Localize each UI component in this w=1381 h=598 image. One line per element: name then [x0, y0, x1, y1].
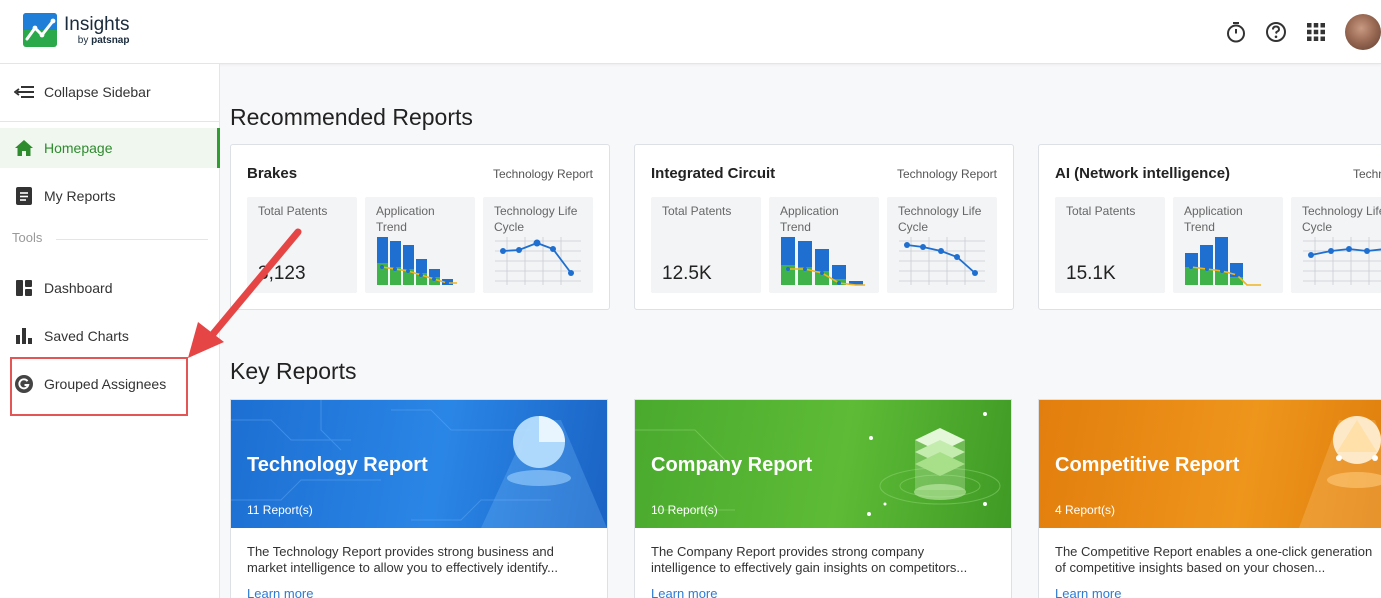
report-type: Technology Report — [897, 167, 997, 181]
key-card-count: 4 Report(s) — [1055, 503, 1115, 517]
key-card-title: Technology Report — [247, 454, 428, 477]
collapse-icon — [14, 82, 34, 102]
help-icon[interactable] — [1265, 21, 1287, 43]
recommended-reports-title: Recommended Reports — [230, 104, 473, 131]
application-trend-thumbnail — [779, 235, 869, 287]
app-subtitle: by patsnap — [64, 36, 129, 46]
life-cycle-thumbnail — [897, 235, 987, 287]
document-icon — [14, 186, 34, 206]
top-header: Insights by patsnap — [0, 0, 1381, 64]
home-icon — [14, 138, 34, 158]
app-title: Insights — [64, 15, 129, 34]
report-name: Brakes — [247, 165, 297, 182]
sidebar-item-homepage[interactable]: Homepage — [0, 128, 220, 168]
application-trend-tile: Application Trend — [365, 197, 475, 293]
sidebar-item-label: Homepage — [44, 140, 113, 156]
key-card-company-report[interactable]: Company Report 10 Report(s) The Company … — [634, 399, 1012, 598]
key-card-description: The Company Report provides strong compa… — [651, 544, 1001, 576]
key-reports-title: Key Reports — [230, 358, 357, 385]
collapse-sidebar-label: Collapse Sidebar — [44, 84, 151, 100]
technology-life-cycle-tile: Technology Life Cycle — [483, 197, 593, 293]
technology-life-cycle-tile: Technology Life Cycle — [1291, 197, 1381, 293]
key-card-title: Company Report — [651, 454, 812, 477]
sidebar: Collapse Sidebar Homepage My Reports Too… — [0, 64, 220, 598]
sidebar-item-saved-charts[interactable]: Saved Charts — [0, 316, 220, 356]
technology-life-cycle-tile: Technology Life Cycle — [887, 197, 997, 293]
collapse-sidebar-button[interactable]: Collapse Sidebar — [0, 70, 220, 114]
company-report-banner: Company Report 10 Report(s) — [635, 400, 1011, 528]
learn-more-link[interactable]: Learn more — [651, 586, 717, 598]
key-card-technology-report[interactable]: Technology Report 11 Report(s) The Techn… — [230, 399, 608, 598]
key-card-count: 11 Report(s) — [247, 503, 313, 517]
main-content: Recommended Reports Brakes Technology Re… — [221, 64, 1381, 598]
sidebar-item-label: Dashboard — [44, 280, 113, 296]
insights-logo-icon — [23, 13, 57, 47]
recommended-card-integrated-circuit[interactable]: Integrated Circuit Technology Report Tot… — [634, 144, 1014, 310]
life-cycle-thumbnail — [493, 235, 583, 287]
key-card-description: The Technology Report provides strong bu… — [247, 544, 597, 576]
learn-more-link[interactable]: Learn more — [1055, 586, 1121, 598]
key-card-count: 10 Report(s) — [651, 503, 718, 517]
sidebar-item-label: Saved Charts — [44, 328, 129, 344]
total-patents-value: 12.5K — [662, 263, 712, 285]
application-trend-tile: Application Trend — [769, 197, 879, 293]
key-card-description: The Competitive Report enables a one-cli… — [1055, 544, 1381, 576]
bar-chart-icon — [14, 326, 34, 346]
user-avatar[interactable] — [1345, 14, 1381, 50]
report-name: Integrated Circuit — [651, 165, 775, 182]
total-patents-value: 3,123 — [258, 263, 306, 285]
sidebar-divider — [0, 121, 220, 122]
sidebar-item-my-reports[interactable]: My Reports — [0, 176, 220, 216]
total-patents-tile: Total Patents 12.5K — [651, 197, 761, 293]
total-patents-tile: Total Patents 3,123 — [247, 197, 357, 293]
life-cycle-thumbnail — [1301, 235, 1381, 287]
total-patents-tile: Total Patents 15.1K — [1055, 197, 1165, 293]
timer-icon[interactable] — [1225, 21, 1247, 43]
insights-logo[interactable]: Insights by patsnap — [23, 13, 129, 47]
application-trend-thumbnail — [375, 235, 465, 287]
sidebar-item-dashboard[interactable]: Dashboard — [0, 268, 220, 308]
recommended-card-ai-network-intelligence[interactable]: AI (Network intelligence) Technology Rep… — [1038, 144, 1381, 310]
key-card-title: Competitive Report — [1055, 454, 1239, 477]
report-name: AI (Network intelligence) — [1055, 165, 1230, 182]
total-patents-value: 15.1K — [1066, 263, 1116, 285]
key-card-competitive-report[interactable]: Competitive Report 4 Report(s) The Compe… — [1038, 399, 1381, 598]
application-trend-tile: Application Trend — [1173, 197, 1283, 293]
recommended-card-brakes[interactable]: Brakes Technology Report Total Patents 3… — [230, 144, 610, 310]
tools-section-label: Tools — [12, 230, 42, 245]
technology-report-banner: Technology Report 11 Report(s) — [231, 400, 607, 528]
application-trend-thumbnail — [1183, 235, 1273, 287]
annotation-highlight-box — [10, 357, 188, 416]
sidebar-item-label: My Reports — [44, 188, 116, 204]
tools-divider — [56, 239, 208, 240]
dashboard-icon — [14, 278, 34, 298]
learn-more-link[interactable]: Learn more — [247, 586, 313, 598]
competitive-report-banner: Competitive Report 4 Report(s) — [1039, 400, 1381, 528]
apps-grid-icon[interactable] — [1305, 21, 1327, 43]
report-type: Technology Report — [1353, 167, 1381, 181]
report-type: Technology Report — [493, 167, 593, 181]
